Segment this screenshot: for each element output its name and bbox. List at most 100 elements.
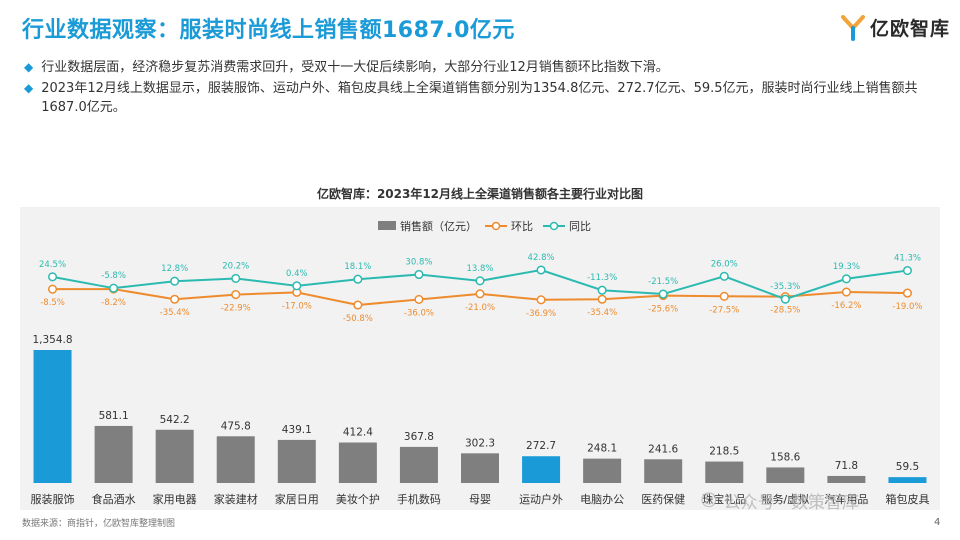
mom-line-label: -36.0% [404, 308, 434, 318]
bar-value-label: 367.8 [404, 431, 434, 443]
category-label: 家用电器 [153, 492, 197, 506]
bar [277, 439, 316, 483]
yoy-line-point [47, 272, 58, 282]
legend-marker-mom [491, 221, 501, 231]
category-label: 家装建材 [214, 492, 258, 506]
bar [888, 477, 927, 483]
yoy-line-point [231, 273, 241, 284]
bullet-list: ◆ 行业数据层面，经济稳步复苏消费需求回升，受双十一大促后续影响，大部分行业12… [24, 58, 936, 119]
yoy-line-point [536, 265, 546, 275]
mom-line-label: -8.2% [101, 298, 126, 308]
yoy-line-label: 24.5% [39, 260, 66, 270]
mom-line-point [536, 295, 546, 305]
bar-value-label: 241.6 [648, 443, 678, 455]
bar-value-label: 1,354.8 [32, 334, 72, 346]
yoy-line-point [292, 281, 302, 291]
yoy-line-point [475, 276, 485, 286]
bar [338, 442, 377, 483]
mom-line-label: -19.0% [892, 302, 922, 312]
mom-line-label: -8.5% [40, 298, 65, 308]
legend-marker-yoy [549, 221, 559, 231]
category-label: 服装服饰 [31, 492, 75, 506]
bullet-item: ◆ 2023年12月线上数据显示，服装服饰、运动户外、箱包皮具线上全渠道销售额分… [24, 79, 936, 117]
yoy-line-label: 13.8% [466, 264, 493, 274]
bar [461, 453, 499, 483]
bar-value-label: 439.1 [282, 424, 312, 436]
bar [583, 458, 622, 483]
mom-line-label: -16.2% [831, 301, 861, 311]
bar-value-label: 475.8 [221, 420, 251, 432]
chart-title: 亿欧智库：2023年12月线上全渠道销售额各主要行业对比图 [316, 187, 644, 201]
yoy-line-point [170, 276, 180, 286]
yoy-line-point [597, 285, 607, 295]
bar-value-label: 218.5 [709, 446, 739, 458]
bar [33, 350, 72, 483]
mom-line-point [597, 294, 607, 304]
bar-value-label: 248.1 [587, 443, 617, 455]
yoy-line-point [414, 269, 424, 280]
watermark: ☺ 公众号 · 数策智库 [700, 488, 859, 514]
logo-text: 亿欧智库 [870, 18, 951, 40]
bar-value-label: 581.1 [99, 410, 129, 422]
yoy-line-label: -5.8% [101, 271, 126, 281]
yoy-line-point [902, 266, 913, 276]
category-label: 箱包皮具 [885, 492, 929, 506]
legend-label-sales: 销售额（亿元） [400, 219, 477, 233]
yoy-line-point [109, 283, 119, 293]
diamond-icon: ◆ [24, 81, 34, 95]
category-label: 食品酒水 [92, 492, 136, 506]
mom-line-label: -21.0% [465, 303, 495, 313]
mom-line-label: -28.5% [770, 306, 800, 316]
yoy-line-point [353, 274, 363, 284]
bar-value-label: 71.8 [835, 460, 858, 472]
yoy-line-label: -21.5% [648, 277, 678, 287]
yoy-line-label: 18.1% [344, 262, 371, 272]
data-source: 数据来源：商指针，亿欧智库整理制图 [22, 519, 176, 529]
mom-line-label: -35.4% [160, 308, 190, 318]
yoy-line-point [780, 294, 790, 304]
category-label: 运动户外 [519, 492, 563, 506]
mom-line-label: -27.5% [709, 305, 739, 315]
yoy-line-label: -11.3% [587, 273, 617, 283]
page-title: 行业数据观察：服装时尚线上销售额1687.0亿元 [22, 18, 515, 43]
mom-line-label: -22.9% [221, 304, 251, 314]
category-label: 服务/虚拟 [761, 492, 809, 506]
bar [827, 475, 866, 483]
bar [766, 467, 805, 483]
yoy-line-label: 26.0% [711, 259, 738, 269]
yoy-line-label: 42.8% [528, 253, 555, 263]
yoy-line-label: 12.8% [161, 264, 188, 274]
mom-line-point [170, 294, 180, 304]
category-label: 美妆个护 [336, 492, 380, 506]
mom-line-label: -35.4% [587, 308, 617, 318]
category-label: 家居日用 [275, 492, 319, 506]
category-label: 母婴 [469, 493, 491, 506]
yoy-line-point [719, 271, 729, 281]
mom-line-label: -50.8% [343, 314, 373, 324]
bar [94, 425, 133, 483]
yoy-line-label: 30.8% [405, 257, 432, 267]
mom-line-point [414, 294, 424, 305]
mom-line-point [47, 284, 58, 294]
yoy-line-label: 19.3% [833, 262, 860, 272]
mom-line-point [902, 288, 913, 298]
category-label: 医药保健 [641, 492, 685, 506]
bar [705, 461, 744, 483]
page-number: 4 [934, 517, 941, 528]
mom-line-label: -25.6% [648, 305, 678, 315]
watermark-text: 公众号 · 数策智库 [723, 493, 859, 513]
diamond-icon: ◆ [24, 60, 34, 74]
wechat-icon: ☺ [700, 490, 718, 511]
category-label: 手机数码 [397, 492, 441, 506]
bar-value-label: 158.6 [770, 451, 800, 463]
mom-line-label: -17.0% [282, 301, 312, 311]
yoy-line-point [841, 274, 851, 284]
bullet-text: 2023年12月线上数据显示，服装服饰、运动户外、箱包皮具线上全渠道销售额分别为… [41, 81, 918, 115]
mom-line-point [475, 289, 485, 299]
brand-logo: 亿欧智库 [840, 14, 950, 41]
mom-line-label: -36.9% [526, 309, 556, 319]
yoy-line-point [658, 289, 668, 299]
bar [522, 456, 561, 483]
legend-label-mom: 环比 [511, 220, 533, 233]
